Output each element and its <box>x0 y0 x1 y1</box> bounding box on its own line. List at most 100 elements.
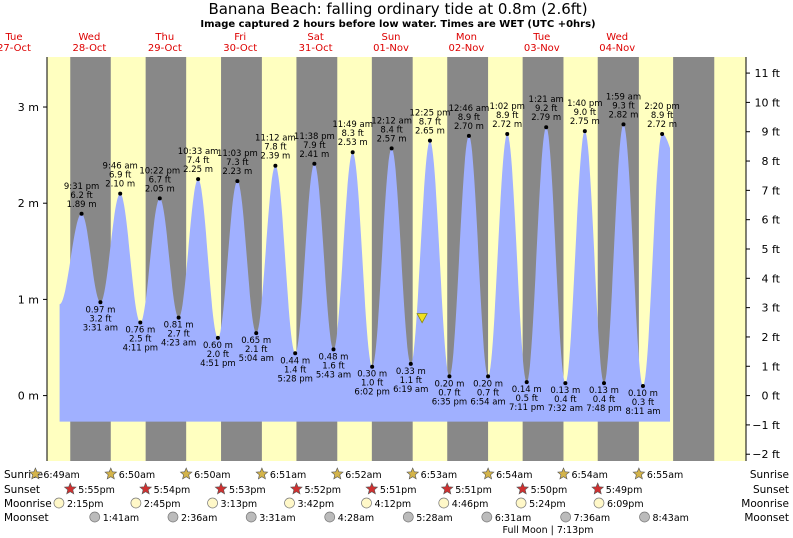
tide-point <box>235 179 240 184</box>
day-labels: Tue27-OctWed28-OctThu29-OctFri30-OctSat3… <box>0 32 635 54</box>
tide-extreme-low: 0.81 m2.7 ft4:23 am <box>161 315 196 349</box>
sunrise-time: 6:52am <box>345 470 381 481</box>
tide-label: 7.8 ft <box>264 143 287 153</box>
tide-label: 7:48 pm <box>586 404 621 414</box>
moonrise-time: 2:45pm <box>144 499 181 510</box>
tide-point <box>215 335 220 340</box>
tide-label: 6:54 am <box>470 397 505 407</box>
tide-label: 0.4 ft <box>554 395 577 405</box>
tide-label: 2.65 m <box>415 127 445 137</box>
moonset-time: 6:31am <box>495 513 531 524</box>
moon-rise-icon <box>130 497 142 509</box>
tide-point <box>176 315 181 320</box>
tide-point <box>254 331 259 336</box>
tide-label: 6.2 ft <box>70 191 93 201</box>
tide-label: 2.70 m <box>454 122 484 132</box>
tide-label: 1.6 ft <box>322 361 345 371</box>
tide-extreme-low: 0.76 m2.5 ft4:11 pm <box>123 320 158 353</box>
tide-label: 1:40 pm <box>567 99 602 109</box>
tide-label: 1:59 am <box>606 92 641 102</box>
moonset-label-right: Moonset <box>744 512 789 524</box>
tide-label: 0.7 ft <box>477 388 500 398</box>
tide-label: 2:20 pm <box>644 102 679 112</box>
tide-label: 6:02 pm <box>354 388 389 398</box>
tide-extreme-low: 0.97 m3.2 ft3:31 am <box>83 300 118 333</box>
tide-label: 11:03 pm <box>217 149 258 159</box>
day-weekday: Wed <box>606 32 628 43</box>
tide-point <box>447 374 452 379</box>
tide-point <box>466 133 471 138</box>
tide-extreme-high: 1:40 pm9.0 ft2.75 m <box>567 99 603 134</box>
tide-label: 0.5 ft <box>516 394 539 404</box>
tide-label: 7:11 pm <box>509 403 544 413</box>
tide-water-area <box>59 124 671 422</box>
tide-point <box>196 177 201 182</box>
sunrise-time: 6:54am <box>496 470 532 481</box>
sunset-label-right: Sunset <box>753 484 789 496</box>
y-tick-label-ft: 3 ft <box>762 302 781 315</box>
tide-label: 0.33 m <box>396 367 426 377</box>
tide-label: 8:11 am <box>625 407 660 417</box>
moon-rise-icon <box>53 497 65 509</box>
tide-label: 12:25 pm <box>410 109 451 119</box>
tide-point <box>312 161 317 166</box>
y-tick-label-ft: 2 ft <box>762 331 781 344</box>
tide-extreme-low: 0.20 m0.7 ft6:54 am <box>470 374 506 407</box>
tide-point <box>389 146 394 151</box>
star-icon <box>63 482 77 495</box>
tide-label: 8.4 ft <box>380 125 403 135</box>
current-level-marker <box>416 313 428 324</box>
moon-rise-icon <box>284 497 295 509</box>
tide-point <box>370 364 375 369</box>
sunset-time: 5:49pm <box>606 485 643 496</box>
sunrise-time: 6:55am <box>647 470 683 481</box>
y-tick-label-ft: 6 ft <box>762 214 781 227</box>
day-date: 27-Oct <box>0 43 31 54</box>
moonrise-time: 2:15pm <box>67 499 104 510</box>
moonset-time: 8:43am <box>653 513 689 524</box>
moonset-time: 2:36am <box>181 513 217 524</box>
tide-label: 2.41 m <box>299 150 329 160</box>
y-tick-label-ft: 11 ft <box>755 67 781 80</box>
tide-extreme-high: 11:49 am8.3 ft2.53 m <box>332 120 373 155</box>
tide-point <box>640 383 645 388</box>
tide-label: 3.2 ft <box>89 314 112 324</box>
moonset-row: Moonset Moonset 1:41am 2:36am 3:31am 4:28am 5:… <box>4 511 789 524</box>
tide-label: 6:19 am <box>393 385 428 395</box>
tide-extreme-high: 11:12 am7.8 ft2.39 m <box>255 134 296 168</box>
tide-point <box>427 138 432 143</box>
moonset-time: 4:28am <box>338 513 374 524</box>
moon-set-icon <box>245 511 257 523</box>
moon-set-icon <box>402 511 414 523</box>
tide-label: 0.20 m <box>434 379 464 389</box>
moonset-time: 3:31am <box>259 513 295 524</box>
sunset-label-left: Sunset <box>4 484 40 496</box>
tide-label: 0.10 m <box>628 389 658 399</box>
y-tick-label-ft: 5 ft <box>762 243 781 256</box>
tide-label: 9.2 ft <box>535 104 558 114</box>
tide-label: 0.14 m <box>512 385 542 395</box>
tide-label: 2.5 ft <box>129 334 152 344</box>
tide-extreme-high: 10:22 pm6.7 ft2.05 m <box>139 166 180 201</box>
moon-set-icon <box>89 511 101 523</box>
star-icon <box>214 482 228 495</box>
tide-point <box>563 381 568 386</box>
moonrise-time: 3:42pm <box>298 499 335 510</box>
tide-extreme-low: 0.13 m0.4 ft7:48 pm <box>586 381 622 414</box>
tide-label: 2.1 ft <box>245 345 268 355</box>
star-icon <box>440 482 454 495</box>
tide-label: 4:51 pm <box>200 359 235 369</box>
star-icon <box>365 482 379 495</box>
tide-extreme-low: 0.44 m1.4 ft5:28 pm <box>277 351 313 384</box>
moon-rise-icon <box>207 497 218 509</box>
y-tick-label-ft: 9 ft <box>762 126 781 139</box>
tide-label: 1.4 ft <box>284 365 307 375</box>
tide-point <box>293 351 298 356</box>
tide-label: 0.60 m <box>203 341 233 351</box>
day-date: 02-Nov <box>448 43 484 54</box>
star-icon <box>591 482 605 495</box>
plot-area: 9:31 pm6.2 ft1.89 m 0.97 m3.2 ft3:31 am 9:… <box>47 57 746 461</box>
star-icon <box>139 482 153 495</box>
